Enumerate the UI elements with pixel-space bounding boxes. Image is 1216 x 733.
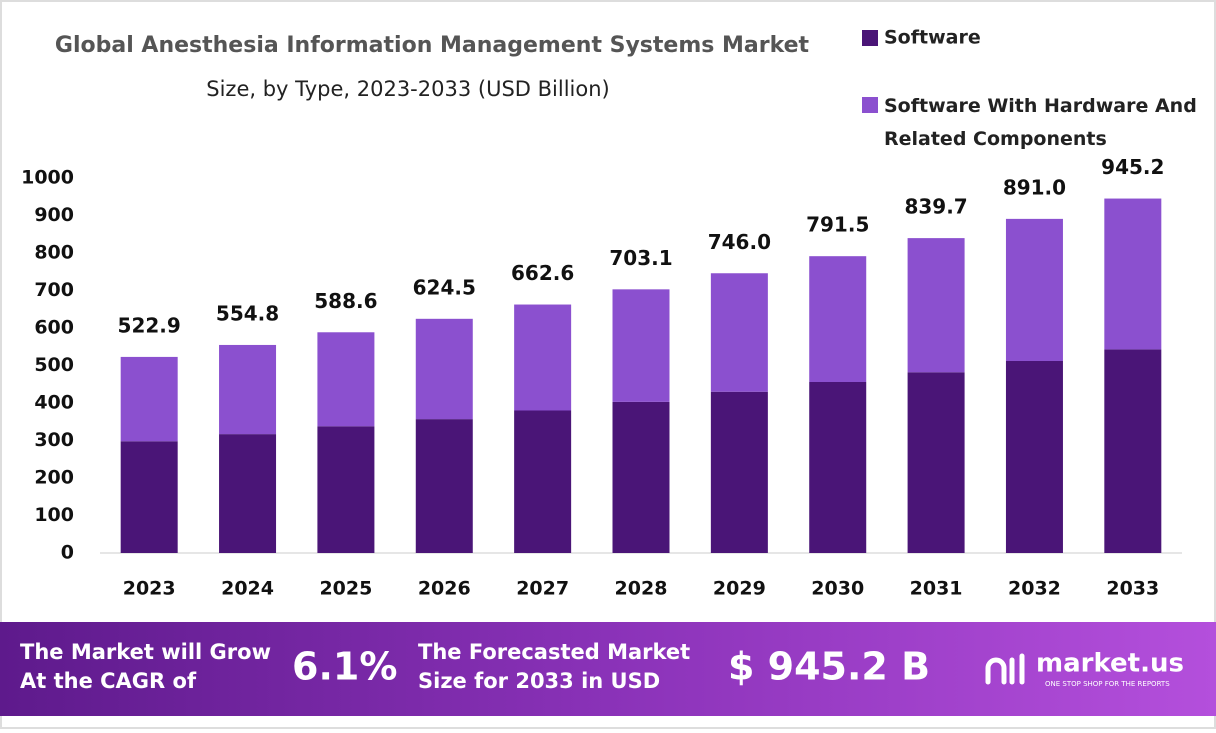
x-tick-label: 2028 xyxy=(615,578,668,600)
total-label: 624.5 xyxy=(413,275,476,299)
y-tick-label: 500 xyxy=(34,354,74,376)
y-tick-label: 100 xyxy=(34,504,74,526)
total-label: 554.8 xyxy=(216,301,279,325)
bar-segment xyxy=(219,434,277,553)
total-label: 839.7 xyxy=(904,195,967,219)
forecast-text: The Forecasted Market xyxy=(418,640,690,664)
y-tick-label: 700 xyxy=(34,279,74,301)
bar-segment xyxy=(1104,198,1162,350)
bar-segment xyxy=(710,391,768,553)
forecast-text: Size for 2033 in USD xyxy=(418,669,660,693)
total-label: 522.9 xyxy=(118,313,181,337)
total-label: 746.0 xyxy=(708,230,771,254)
chart-title: Global Anesthesia Information Management… xyxy=(55,33,810,58)
y-tick-label: 600 xyxy=(34,317,74,339)
x-tick-label: 2025 xyxy=(319,578,372,600)
bar-segment xyxy=(219,344,277,435)
bar-segment xyxy=(1005,218,1063,361)
bar-segment xyxy=(317,332,375,427)
x-tick-label: 2026 xyxy=(418,578,471,600)
forecast-value: $ 945.2 B xyxy=(728,645,930,689)
total-label: 662.6 xyxy=(511,261,574,285)
y-tick-label: 400 xyxy=(34,392,74,414)
y-tick-label: 200 xyxy=(34,467,74,489)
bar-segment xyxy=(907,238,965,373)
y-tick-label: 1000 xyxy=(21,167,74,189)
bar-segment xyxy=(907,372,965,553)
bar-segment xyxy=(1005,361,1063,553)
total-label: 588.6 xyxy=(314,289,377,313)
cagr-text: The Market will Grow xyxy=(20,640,271,664)
bar-segment xyxy=(120,356,178,442)
x-tick-label: 2023 xyxy=(123,578,176,600)
legend-label: Software xyxy=(884,27,981,49)
cagr-value: 6.1% xyxy=(292,645,397,689)
legend-label: Software With Hardware And Related Compon… xyxy=(884,95,1197,150)
bar-segment xyxy=(809,382,867,553)
x-tick-label: 2024 xyxy=(221,578,274,600)
bar-segment xyxy=(120,441,178,553)
legend-swatch xyxy=(862,97,878,113)
brand: market.us xyxy=(1036,649,1184,679)
x-tick-label: 2032 xyxy=(1008,578,1061,600)
total-label: 703.1 xyxy=(609,246,672,270)
bar-segment xyxy=(1104,349,1162,553)
y-tick-label: 0 xyxy=(61,542,74,564)
bar-segment xyxy=(514,304,572,411)
cagr-text: At the CAGR of xyxy=(20,669,197,693)
bar-segment xyxy=(710,273,768,392)
bar-segment xyxy=(317,426,375,553)
y-tick-label: 300 xyxy=(34,429,74,451)
chart-subtitle: Size, by Type, 2023-2033 (USD Billion) xyxy=(206,77,609,101)
x-tick-label: 2029 xyxy=(713,578,766,600)
bar-segment xyxy=(612,289,670,402)
bar-segment xyxy=(415,419,473,553)
bar-segment xyxy=(415,318,473,420)
bar-segment xyxy=(809,256,867,382)
legend-swatch xyxy=(862,30,878,46)
x-tick-label: 2030 xyxy=(811,578,864,600)
logo-icon xyxy=(985,653,1025,685)
y-tick-label: 800 xyxy=(34,242,74,264)
tagline: ONE STOP SHOP FOR THE REPORTS xyxy=(1045,680,1170,688)
total-label: 945.2 xyxy=(1101,155,1164,179)
x-tick-label: 2033 xyxy=(1106,578,1159,600)
y-tick-label: 900 xyxy=(34,204,74,226)
total-label: 791.5 xyxy=(806,213,869,237)
bar-segment xyxy=(514,410,572,553)
x-tick-label: 2027 xyxy=(516,578,569,600)
bar-segment xyxy=(612,401,670,553)
total-label: 891.0 xyxy=(1003,175,1066,199)
x-tick-label: 2031 xyxy=(910,578,963,600)
